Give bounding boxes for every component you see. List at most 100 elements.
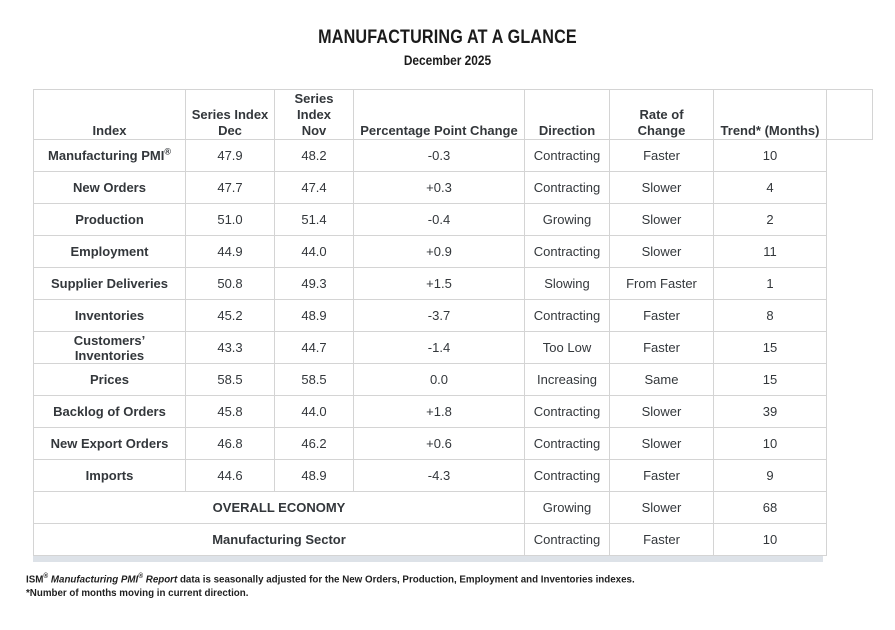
- cell-direction: Slowing: [524, 267, 610, 300]
- cell-rate: Faster: [609, 459, 714, 492]
- cell-pct-change: -3.7: [353, 299, 525, 332]
- cell-index: Imports: [33, 459, 186, 492]
- table-row: Supplier Deliveries 50.8 49.3 +1.5 Slowi…: [33, 267, 873, 300]
- footnote-report-word: Report: [143, 573, 178, 586]
- cell-direction: Contracting: [524, 523, 610, 556]
- column-header-rate-of-change: Rate of Change: [609, 89, 714, 140]
- cell-index: Backlog of Orders: [33, 395, 186, 428]
- cell-trend: 11: [713, 235, 827, 268]
- cell-pct-change: +0.6: [353, 427, 525, 460]
- cell-rate: Faster: [609, 523, 714, 556]
- cell-direction: Contracting: [524, 395, 610, 428]
- cell-pct-change: -0.4: [353, 203, 525, 236]
- index-label: New Orders: [73, 180, 146, 195]
- cell-series-dec: 58.5: [185, 363, 275, 396]
- index-label: Manufacturing PMI: [48, 148, 165, 163]
- cell-direction: Contracting: [524, 427, 610, 460]
- cell-index: New Orders: [33, 171, 186, 204]
- cell-series-nov: 44.0: [274, 395, 354, 428]
- cell-trend: 10: [713, 427, 827, 460]
- manufacturing-at-a-glance-table: Index Series Index Dec Series Index Nov …: [33, 89, 873, 556]
- cell-series-nov: 47.4: [274, 171, 354, 204]
- index-label: Production: [75, 212, 144, 227]
- summary-row-overall-economy: OVERALL ECONOMY Growing Slower 68: [33, 491, 873, 524]
- cell-trend: 39: [713, 395, 827, 428]
- cell-rate: Same: [609, 363, 714, 396]
- cell-series-nov: 51.4: [274, 203, 354, 236]
- summary-label: OVERALL ECONOMY: [33, 491, 525, 524]
- table-row: Customers’ Inventories 43.3 44.7 -1.4 To…: [33, 331, 873, 364]
- cell-series-nov: 48.9: [274, 459, 354, 492]
- footnote-report-title: Manufacturing PMI: [48, 573, 139, 586]
- column-header-trend-months: Trend* (Months): [713, 89, 827, 140]
- index-label: Customers’ Inventories: [73, 332, 146, 363]
- cell-index: Employment: [33, 235, 186, 268]
- index-label: Inventories: [74, 308, 145, 323]
- cell-rate: Slower: [609, 395, 714, 428]
- cell-direction: Too Low: [524, 331, 610, 364]
- cell-series-dec: 50.8: [185, 267, 275, 300]
- cell-pct-change: +0.9: [353, 235, 525, 268]
- cell-series-dec: 46.8: [185, 427, 275, 460]
- cell-trend: 10: [713, 139, 827, 172]
- cell-series-dec: 45.2: [185, 299, 275, 332]
- table-spacer-column: [826, 89, 873, 140]
- footnote-text: data is seasonally adjusted for the New …: [177, 573, 635, 586]
- cell-direction: Increasing: [524, 363, 610, 396]
- footnotes: ISM® Manufacturing PMI® Report data is s…: [26, 570, 895, 600]
- cell-pct-change: +0.3: [353, 171, 525, 204]
- cell-series-dec: 43.3: [185, 331, 275, 364]
- cell-series-nov: 49.3: [274, 267, 354, 300]
- cell-series-nov: 44.7: [274, 331, 354, 364]
- cell-series-dec: 47.7: [185, 171, 275, 204]
- table-row: Imports 44.6 48.9 -4.3 Contracting Faste…: [33, 459, 873, 492]
- cell-rate: Faster: [609, 331, 714, 364]
- registered-mark: ®: [164, 146, 171, 157]
- cell-index: Prices: [33, 363, 186, 396]
- column-header-direction: Direction: [524, 89, 610, 140]
- cell-index: Inventories: [33, 299, 186, 332]
- cell-series-dec: 44.6: [185, 459, 275, 492]
- cell-index: Production: [33, 203, 186, 236]
- page-subtitle: December 2025: [403, 52, 492, 68]
- index-label: Imports: [85, 468, 134, 483]
- footnote-line-2: *Number of months moving in current dire…: [26, 586, 249, 599]
- cell-series-nov: 44.0: [274, 235, 354, 268]
- cell-trend: 10: [713, 523, 827, 556]
- cell-pct-change: 0.0: [353, 363, 525, 396]
- cell-series-dec: 45.8: [185, 395, 275, 428]
- summary-row-manufacturing-sector: Manufacturing Sector Contracting Faster …: [33, 523, 873, 556]
- table-row: Prices 58.5 58.5 0.0 Increasing Same 15: [33, 363, 873, 396]
- cell-trend: 15: [713, 363, 827, 396]
- cell-trend: 2: [713, 203, 827, 236]
- cell-series-nov: 48.9: [274, 299, 354, 332]
- horizontal-scrollbar[interactable]: [33, 556, 823, 562]
- table-row: Employment 44.9 44.0 +0.9 Contracting Sl…: [33, 235, 873, 268]
- index-label: Backlog of Orders: [53, 404, 166, 419]
- footnote-ism: ISM: [26, 573, 44, 586]
- cell-series-dec: 51.0: [185, 203, 275, 236]
- cell-direction: Contracting: [524, 235, 610, 268]
- cell-direction: Growing: [524, 203, 610, 236]
- cell-index: Manufacturing PMI®: [33, 139, 186, 172]
- cell-pct-change: +1.5: [353, 267, 525, 300]
- cell-pct-change: -4.3: [353, 459, 525, 492]
- cell-trend: 4: [713, 171, 827, 204]
- registered-mark: ®: [138, 573, 144, 580]
- cell-series-nov: 48.2: [274, 139, 354, 172]
- footnote-line-1: ISM® Manufacturing PMI® Report data is s…: [26, 570, 834, 587]
- cell-series-nov: 58.5: [274, 363, 354, 396]
- cell-rate: Faster: [609, 299, 714, 332]
- cell-rate: Slower: [609, 171, 714, 204]
- cell-rate: Slower: [609, 491, 714, 524]
- cell-direction: Contracting: [524, 171, 610, 204]
- cell-index: Supplier Deliveries: [33, 267, 186, 300]
- cell-rate: Slower: [609, 427, 714, 460]
- cell-series-dec: 47.9: [185, 139, 275, 172]
- cell-rate: Slower: [609, 235, 714, 268]
- cell-pct-change: +1.8: [353, 395, 525, 428]
- cell-trend: 15: [713, 331, 827, 364]
- cell-pct-change: -0.3: [353, 139, 525, 172]
- table-row: Manufacturing PMI® 47.9 48.2 -0.3 Contra…: [33, 139, 873, 172]
- cell-rate: Slower: [609, 203, 714, 236]
